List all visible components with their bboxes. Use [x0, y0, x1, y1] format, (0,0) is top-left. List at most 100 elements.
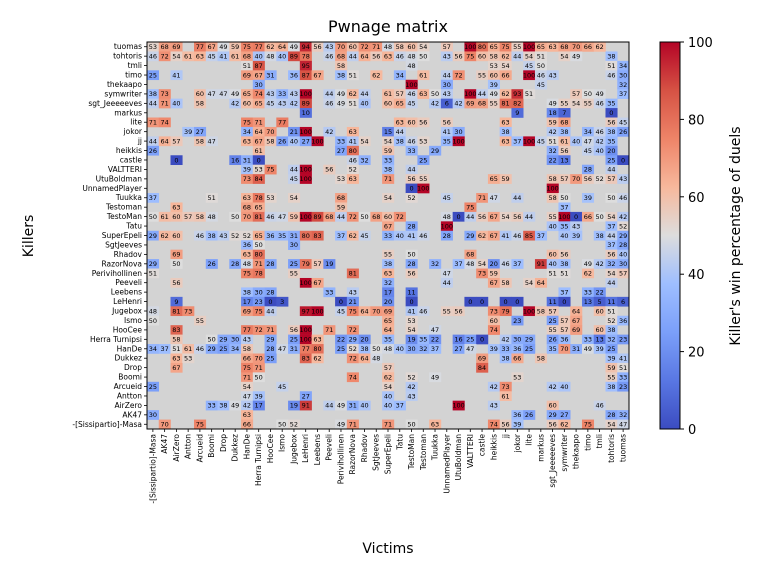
cell-value-label: 31: [349, 402, 357, 410]
heatmap-cell: [605, 334, 618, 345]
chart-title: Pwnage matrix: [328, 17, 448, 36]
heatmap-cell: [264, 296, 277, 307]
cell-value-label: 55: [419, 175, 427, 183]
heatmap-cell: [534, 277, 548, 288]
cell-value-label: 71: [384, 421, 392, 429]
cell-value-label: 54: [172, 52, 180, 60]
heatmap-cell: [581, 287, 595, 298]
cell-value-label: 56: [607, 119, 615, 127]
cell-value-label: 18: [548, 109, 556, 117]
heatmap-cell: [229, 400, 242, 411]
heatmap-cell: [534, 259, 548, 269]
heatmap-cell: [546, 136, 559, 147]
heatmap-cell: [252, 79, 265, 90]
heatmap-cell: [346, 155, 359, 166]
heatmap-cell: [429, 372, 442, 383]
heatmap-cell: [229, 51, 242, 62]
heatmap-cell: [593, 344, 606, 354]
heatmap-cell: [546, 325, 559, 335]
heatmap-cell: [617, 259, 630, 269]
heatmap-cell: [617, 419, 630, 430]
heatmap-cell: [335, 70, 348, 81]
heatmap-cell: [617, 268, 630, 279]
cell-value-label: 32: [384, 279, 392, 287]
heatmap-cell: [417, 306, 430, 317]
cell-value-label: 42: [595, 137, 603, 145]
cell-value-label: 0: [574, 213, 578, 221]
cell-value-label: 13: [584, 298, 592, 306]
cell-value-label: 39: [572, 232, 580, 240]
heatmap-cell: [405, 315, 418, 326]
cell-value-label: 46: [537, 71, 545, 79]
cell-value-label: 32: [607, 336, 615, 344]
heatmap-cell: [217, 42, 230, 52]
heatmap-cell: [382, 344, 395, 354]
heatmap-cell: [511, 296, 524, 307]
heatmap-cell: [405, 193, 418, 203]
row-tick-label: Drop: [124, 363, 142, 372]
cell-value-label: 72: [349, 326, 357, 334]
heatmap-cell: [147, 315, 160, 326]
heatmap-cell: [205, 42, 218, 52]
cell-value-label: 57: [560, 175, 568, 183]
cell-value-label: 54: [501, 62, 509, 70]
heatmap-cell: [147, 136, 160, 147]
column-tick-label: jj: [501, 434, 510, 439]
heatmap-cell: [335, 51, 348, 62]
cell-value-label: 46: [325, 52, 333, 60]
cell-value-label: 22: [431, 336, 439, 344]
row-tick-label: Tuukka: [115, 193, 142, 202]
heatmap-cell: [405, 51, 418, 62]
cell-value-label: 100: [299, 326, 311, 334]
column-tick-label: Antton: [184, 434, 193, 459]
heatmap-cell: [382, 89, 395, 99]
heatmap-cell: [323, 164, 336, 175]
cell-value-label: 77: [255, 43, 263, 51]
heatmap-cell: [511, 89, 524, 99]
heatmap-cell: [299, 42, 312, 52]
cell-value-label: 60: [384, 213, 392, 221]
cell-value-label: 34: [396, 71, 404, 79]
heatmap-cell: [299, 136, 312, 147]
heatmap-cell: [617, 362, 630, 373]
heatmap-cell: [147, 268, 160, 279]
cell-value-label: 25: [266, 355, 274, 363]
cell-value-label: 56: [513, 213, 521, 221]
cell-value-label: 54: [607, 270, 615, 278]
cell-value-label: 78: [255, 194, 263, 202]
heatmap-cell: [405, 391, 418, 401]
cell-value-label: 51: [243, 62, 251, 70]
heatmap-cell: [217, 400, 230, 411]
cell-value-label: 45: [537, 81, 545, 89]
heatmap-cell: [617, 334, 630, 345]
cell-value-label: 54: [478, 260, 486, 268]
cell-value-label: 54: [384, 383, 392, 391]
cell-value-label: 66: [243, 355, 251, 363]
cell-value-label: 28: [407, 222, 415, 230]
heatmap-cell: [229, 42, 242, 52]
cell-value-label: 16: [231, 156, 239, 164]
cell-value-label: 62: [501, 90, 509, 98]
cell-value-label: 100: [546, 185, 558, 193]
cell-value-label: 71: [160, 100, 168, 108]
heatmap-cell: [429, 419, 442, 430]
heatmap-cell: [523, 136, 536, 147]
cell-value-label: 44: [407, 166, 415, 174]
heatmap-cell: [581, 42, 595, 52]
cell-value-label: 40: [595, 147, 603, 155]
cell-value-label: 46: [196, 232, 204, 240]
cell-value-label: 100: [523, 137, 535, 145]
cell-value-label: 70: [337, 43, 345, 51]
heatmap-cell: [405, 145, 418, 156]
heatmap-cell: [405, 117, 418, 128]
cell-value-label: 43: [443, 90, 451, 98]
heatmap-cell: [593, 325, 606, 335]
heatmap-cell: [299, 98, 312, 109]
heatmap-cell: [605, 230, 618, 241]
heatmap-cell: [593, 174, 606, 184]
heatmap-cell: [452, 306, 465, 317]
cell-value-label: 51: [560, 270, 568, 278]
cell-value-label: 36: [243, 241, 251, 249]
heatmap-cell: [170, 344, 183, 354]
heatmap-cell: [546, 400, 559, 411]
